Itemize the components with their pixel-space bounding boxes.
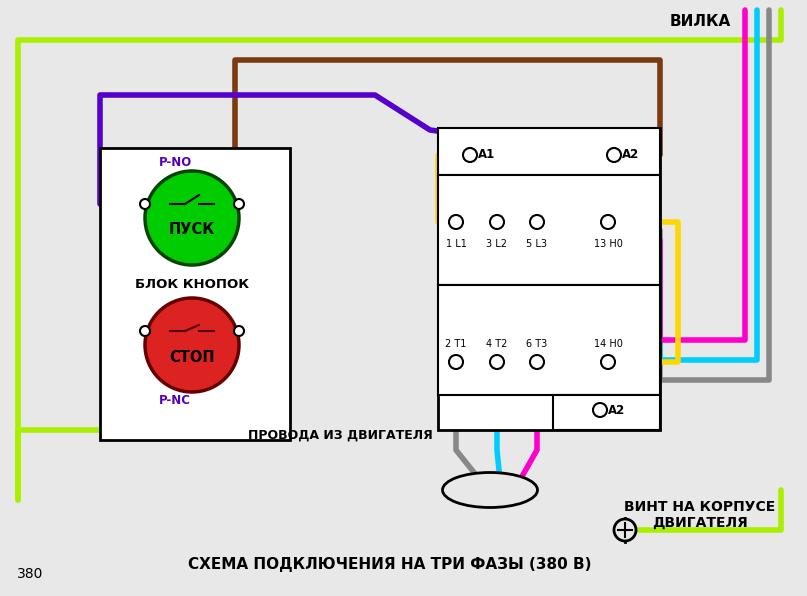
Text: 3 L2: 3 L2 xyxy=(487,239,508,249)
Circle shape xyxy=(145,298,239,392)
Text: A1: A1 xyxy=(478,148,495,162)
Polygon shape xyxy=(438,175,660,285)
Circle shape xyxy=(607,148,621,162)
Text: ВИЛКА: ВИЛКА xyxy=(669,14,730,29)
Text: 380: 380 xyxy=(17,567,44,581)
Text: ВИНТ НА КОРПУСЕ
ДВИГАТЕЛЯ: ВИНТ НА КОРПУСЕ ДВИГАТЕЛЯ xyxy=(625,500,776,530)
Text: 13 H0: 13 H0 xyxy=(594,239,622,249)
Polygon shape xyxy=(438,128,660,430)
Circle shape xyxy=(145,171,239,265)
Circle shape xyxy=(490,215,504,229)
Polygon shape xyxy=(100,148,290,440)
Text: 6 T3: 6 T3 xyxy=(526,339,548,349)
Text: A2: A2 xyxy=(622,148,639,162)
Text: 5 L3: 5 L3 xyxy=(526,239,547,249)
Circle shape xyxy=(530,355,544,369)
Text: СХЕМА ПОДКЛЮЧЕНИЯ НА ТРИ ФАЗЫ (380 В): СХЕМА ПОДКЛЮЧЕНИЯ НА ТРИ ФАЗЫ (380 В) xyxy=(188,557,592,573)
Text: 4 T2: 4 T2 xyxy=(487,339,508,349)
Circle shape xyxy=(463,148,477,162)
Circle shape xyxy=(593,403,607,417)
Text: P-NO: P-NO xyxy=(158,157,191,169)
Text: P-NC: P-NC xyxy=(159,393,191,406)
Text: ПРОВОДА ИЗ ДВИГАТЕЛЯ: ПРОВОДА ИЗ ДВИГАТЕЛЯ xyxy=(248,429,433,442)
Circle shape xyxy=(601,215,615,229)
Circle shape xyxy=(140,326,150,336)
Ellipse shape xyxy=(442,473,537,508)
Circle shape xyxy=(490,355,504,369)
Text: ПУСК: ПУСК xyxy=(169,222,215,237)
Circle shape xyxy=(601,355,615,369)
Text: 2 T1: 2 T1 xyxy=(445,339,466,349)
Circle shape xyxy=(449,355,463,369)
Circle shape xyxy=(234,199,244,209)
Text: A2: A2 xyxy=(608,403,625,417)
Text: СТОП: СТОП xyxy=(169,349,215,365)
Polygon shape xyxy=(438,285,660,395)
Circle shape xyxy=(140,199,150,209)
Circle shape xyxy=(530,215,544,229)
Text: БЛОК КНОПОК: БЛОК КНОПОК xyxy=(135,278,249,290)
Circle shape xyxy=(234,326,244,336)
Polygon shape xyxy=(553,395,660,430)
Circle shape xyxy=(614,519,636,541)
Text: 1 L1: 1 L1 xyxy=(445,239,466,249)
Polygon shape xyxy=(438,128,660,175)
Circle shape xyxy=(449,215,463,229)
Text: 14 H0: 14 H0 xyxy=(594,339,622,349)
